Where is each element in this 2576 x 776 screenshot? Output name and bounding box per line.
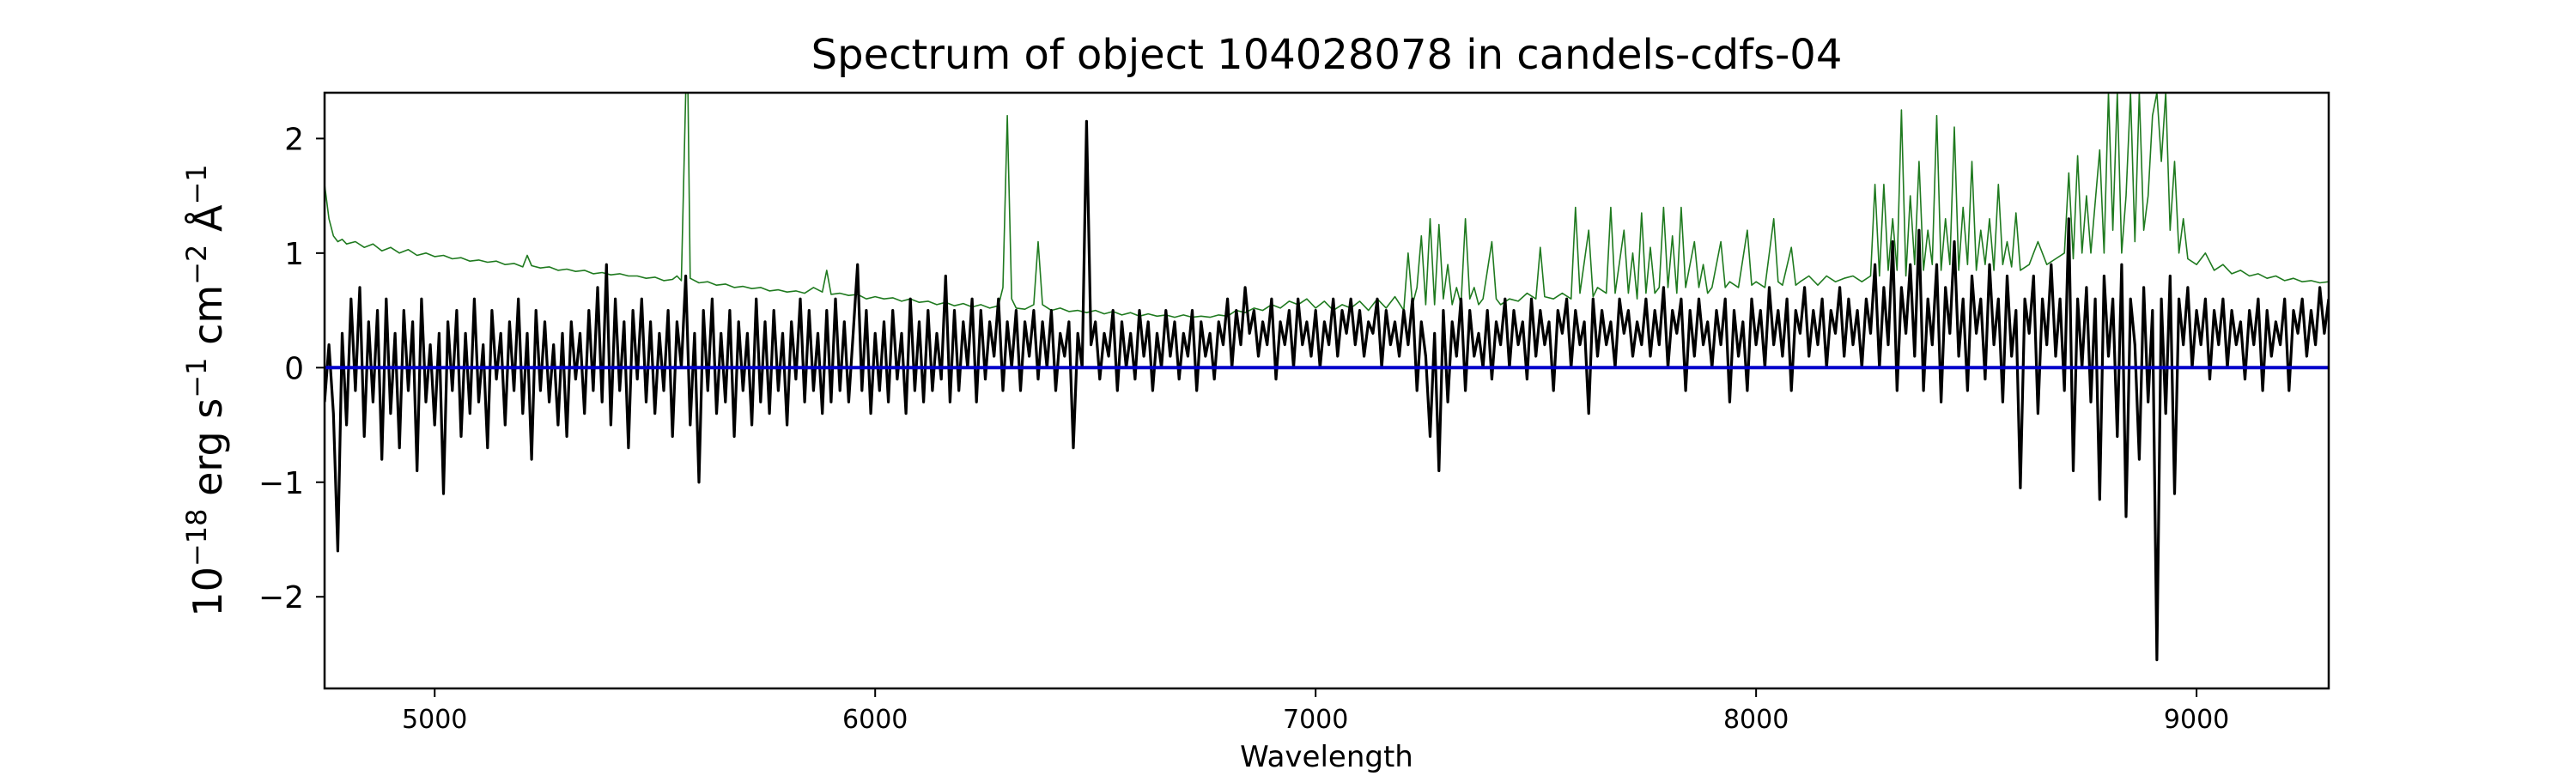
y-label-cm-exp: −2 bbox=[180, 245, 213, 285]
y-label-cm: cm bbox=[185, 285, 231, 358]
y-axis-ticks: −2 −1 0 1 2 bbox=[258, 122, 325, 615]
x-tick-label: 5000 bbox=[402, 705, 467, 735]
plot-area bbox=[325, 93, 2329, 662]
y-tick-label: −2 bbox=[258, 580, 304, 615]
y-label-s-exp: −1 bbox=[180, 358, 213, 398]
y-label-erg: erg s bbox=[185, 398, 231, 509]
y-tick-label: −1 bbox=[258, 466, 304, 501]
x-axis-ticks: 5000 6000 7000 8000 9000 bbox=[402, 688, 2229, 735]
y-label-base: 10 bbox=[185, 567, 231, 617]
x-tick-label: 6000 bbox=[842, 705, 908, 735]
x-tick-label: 8000 bbox=[1723, 705, 1789, 735]
x-axis-label: Wavelength bbox=[1240, 740, 1413, 773]
y-tick-label: 0 bbox=[284, 351, 304, 386]
x-tick-label: 7000 bbox=[1283, 705, 1348, 735]
flux-series-line bbox=[325, 119, 2329, 662]
y-tick-label: 2 bbox=[284, 122, 304, 157]
y-label-exp: −18 bbox=[180, 509, 213, 567]
y-label-angstrom: Å bbox=[185, 204, 231, 245]
y-axis-label: 10−18 erg s−1 cm−2 Å−1 bbox=[180, 164, 231, 616]
error-series-line bbox=[325, 93, 2329, 318]
chart-title: Spectrum of object 104028078 in candels-… bbox=[811, 31, 1843, 79]
x-tick-label: 9000 bbox=[2164, 705, 2229, 735]
axes-frame bbox=[323, 91, 2330, 690]
y-label-angstrom-exp: −1 bbox=[180, 164, 213, 204]
y-tick-label: 1 bbox=[284, 237, 304, 272]
